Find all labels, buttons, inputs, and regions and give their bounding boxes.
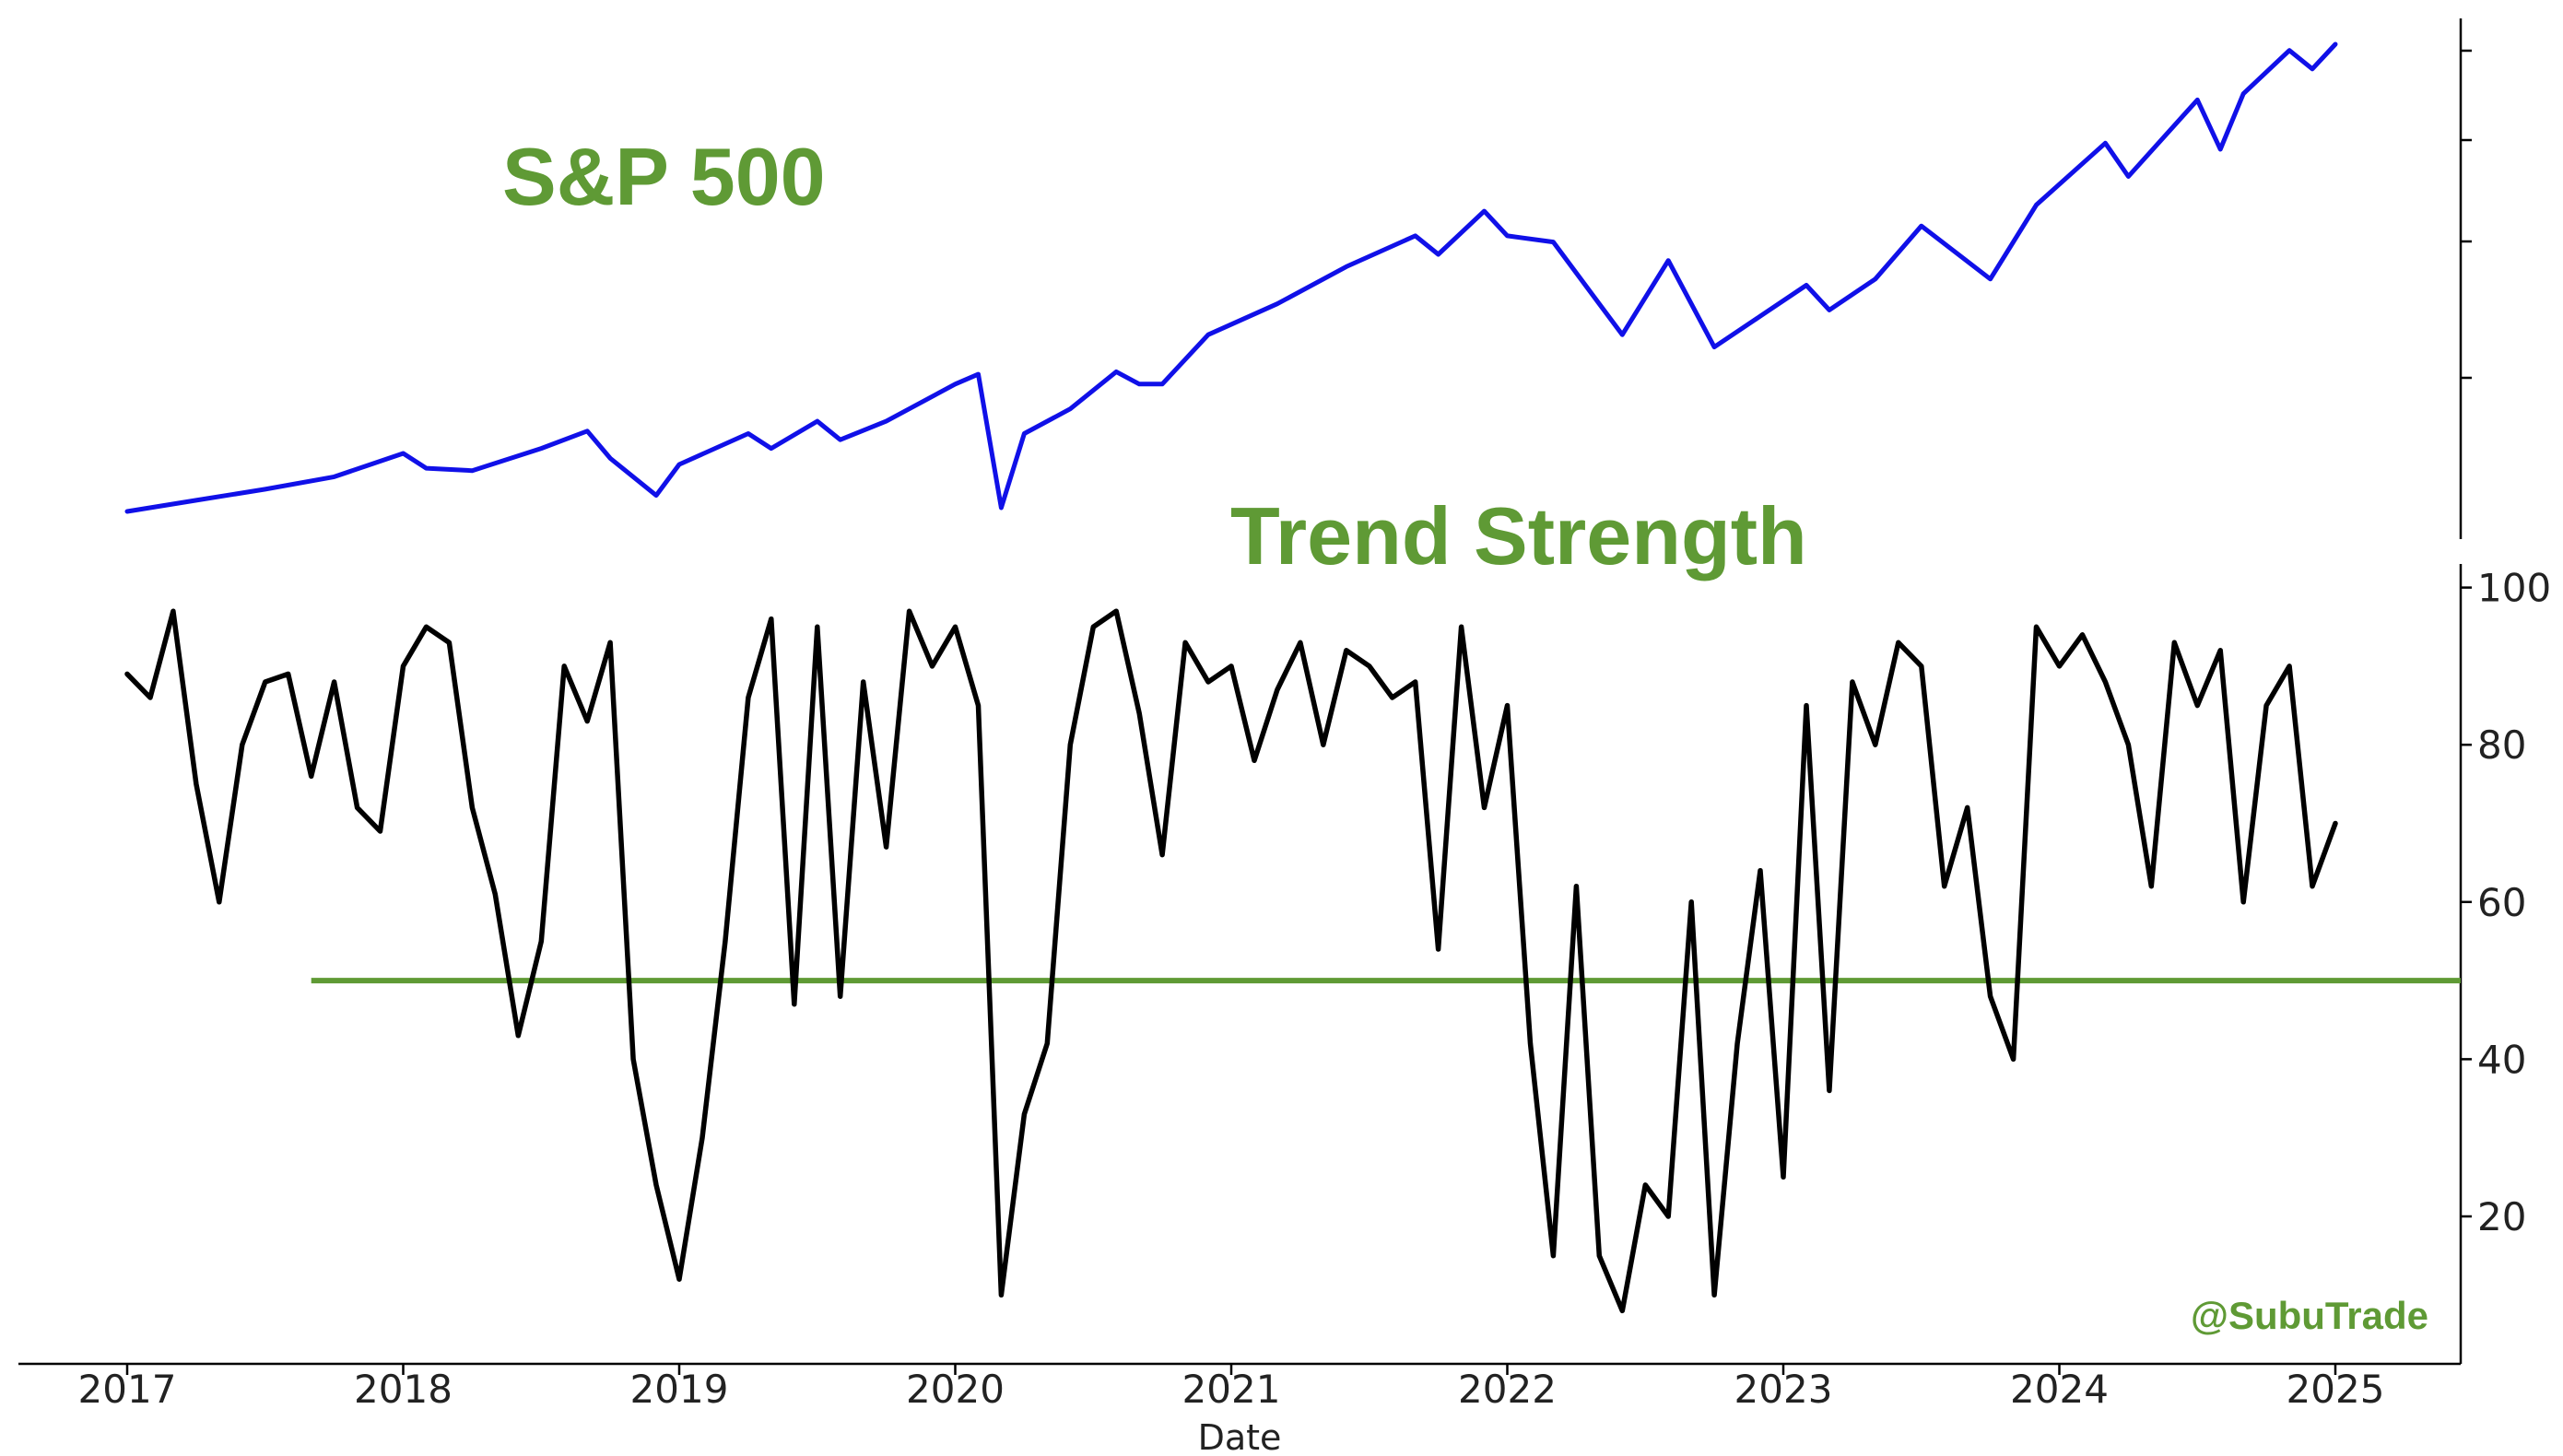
x-tick-label: 2017 [78,1367,177,1412]
trend-y-ticks: 20 40 60 80 100 [2461,566,2551,1239]
sp500-series [124,41,2338,514]
x-tick-label: 2020 [906,1367,1005,1412]
sp500-panel: S&P 500 [124,18,2472,539]
x-axis-title: Date [1198,1417,1282,1456]
x-tick-label: 2019 [630,1367,729,1412]
sp500-line [124,41,2338,514]
trend-y-tick-label: 100 [2477,566,2551,611]
x-tick-label: 2024 [2010,1367,2109,1412]
sp500-title: S&P 500 [502,131,826,222]
trend-strength-series [124,608,2338,1314]
sp500-y-ticks [2461,49,2472,380]
x-tick-label: 2022 [1458,1367,1557,1412]
trend-y-tick-label: 60 [2477,880,2526,925]
trend-strength-panel: 20 40 60 80 100 2017 2018 2019 2020 2021 2022 2023… [18,490,2551,1456]
x-tick-label: 2025 [2287,1367,2385,1412]
trend-strength-title: Trend Strength [1230,490,1807,581]
x-tick-label: 2018 [354,1367,453,1412]
trend-y-tick-label: 20 [2477,1194,2526,1239]
x-tick-label: 2023 [1734,1367,1833,1412]
trend-y-tick-label: 80 [2477,722,2526,768]
trend-strength-line [124,608,2338,1314]
trend-y-tick-label: 40 [2477,1037,2526,1082]
x-tick-label: 2021 [1182,1367,1281,1412]
x-ticks: 2017 2018 2019 2020 2021 2022 2023 2024 2025 [78,1364,2385,1412]
watermark: @SubuTrade [2191,1294,2428,1337]
